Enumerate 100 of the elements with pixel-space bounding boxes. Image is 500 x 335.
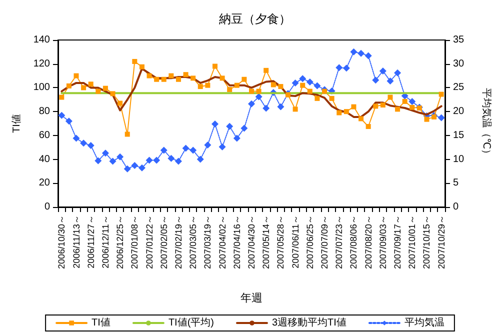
point [153, 156, 160, 164]
point [342, 64, 350, 72]
x-tick-label: 2007/02/19～ [173, 215, 184, 270]
point [314, 96, 320, 101]
point [373, 104, 378, 109]
x-tick-label: 2006/12/11～ [100, 215, 110, 268]
point [292, 79, 299, 86]
point [72, 134, 80, 142]
point [109, 158, 116, 165]
point [196, 156, 204, 163]
point [270, 82, 276, 88]
x-tick-label: 2007/08/06～ [348, 215, 359, 270]
x-tick-label: 2007/02/05～ [158, 215, 169, 270]
point [58, 112, 66, 119]
legend-label: 3週移動平均TI値 [272, 316, 346, 328]
point [306, 78, 314, 86]
y-axis-title: TI値 [10, 114, 22, 133]
point [234, 82, 240, 88]
point [240, 124, 248, 132]
point [379, 68, 386, 75]
point [190, 146, 197, 154]
x-tick-label: 2007/07/09～ [320, 215, 330, 270]
x-tick-label: 2007/05/14～ [261, 215, 272, 270]
point [80, 140, 88, 147]
point [336, 64, 343, 72]
point [322, 88, 328, 94]
point [220, 76, 225, 81]
point [432, 114, 437, 120]
point [182, 144, 190, 152]
point [118, 100, 123, 106]
x-tick-label: 2007/01/22～ [144, 215, 154, 270]
point [286, 92, 291, 98]
point [256, 88, 262, 94]
x-tick-label: 2007/06/25～ [304, 215, 315, 270]
legend-label: TI値 [92, 316, 110, 328]
point [227, 87, 232, 92]
y2-tick-label: 15 [453, 130, 465, 141]
y-tick-label: 100 [33, 82, 50, 94]
point [366, 124, 371, 129]
point [402, 98, 408, 104]
x-tick-label: 2007/01/08～ [130, 215, 140, 270]
point [358, 50, 365, 57]
point [66, 83, 72, 88]
y-tick-label: 120 [33, 58, 50, 70]
x-tick-label: 2007/10/29～ [436, 215, 446, 270]
point [168, 73, 174, 78]
point [358, 116, 364, 122]
point [132, 58, 138, 64]
point [364, 52, 372, 60]
point [394, 69, 402, 76]
y-tick-label: 140 [33, 34, 50, 46]
point [65, 118, 72, 125]
point [218, 143, 226, 150]
x-tick-label: 2007/10/01～ [407, 215, 418, 270]
point [277, 103, 284, 110]
point [211, 120, 218, 128]
y2-tick-label: 20 [453, 106, 465, 118]
point [424, 116, 430, 122]
y2-tick-label: 5 [453, 178, 459, 189]
point [161, 76, 166, 82]
point [344, 109, 349, 114]
point [264, 68, 269, 73]
x-tick-label: 2006/12/25～ [115, 215, 126, 270]
point [351, 104, 356, 110]
point [154, 76, 160, 82]
x-tick-label: 2007/05/28～ [276, 215, 286, 270]
point [138, 164, 146, 172]
point [388, 94, 393, 100]
point [262, 104, 270, 112]
point [183, 72, 188, 78]
point [438, 92, 444, 97]
x-tick-label: 2007/03/05～ [188, 215, 198, 270]
x-tick-label: 2007/04/30～ [246, 215, 256, 270]
x-tick-label: 2007/10/15～ [422, 215, 432, 270]
point [124, 132, 130, 137]
y2-tick-label: 25 [453, 82, 465, 94]
y-tick-label: 40 [38, 154, 50, 165]
point [299, 75, 306, 82]
x-tick-label: 2007/03/19～ [202, 215, 213, 270]
point [139, 64, 144, 70]
point [88, 82, 94, 87]
x-tick-label: 2007/08/20～ [363, 215, 374, 270]
point [300, 82, 306, 88]
point [386, 78, 394, 85]
y2-tick-label: 0 [453, 202, 459, 212]
point [438, 114, 445, 122]
point [81, 85, 86, 90]
point [242, 76, 247, 82]
point [59, 94, 64, 100]
point [292, 106, 298, 112]
point [116, 153, 124, 160]
legend-label: TI値(平均) [168, 316, 214, 328]
point [350, 48, 358, 56]
y-tick-label: 60 [38, 130, 50, 141]
point [146, 156, 153, 164]
point [204, 141, 212, 148]
y2-tick-label: 10 [453, 154, 465, 165]
point [102, 86, 108, 91]
chart-title: 納豆（夕食） [219, 12, 291, 26]
x-axis-title: 年週 [240, 292, 262, 304]
